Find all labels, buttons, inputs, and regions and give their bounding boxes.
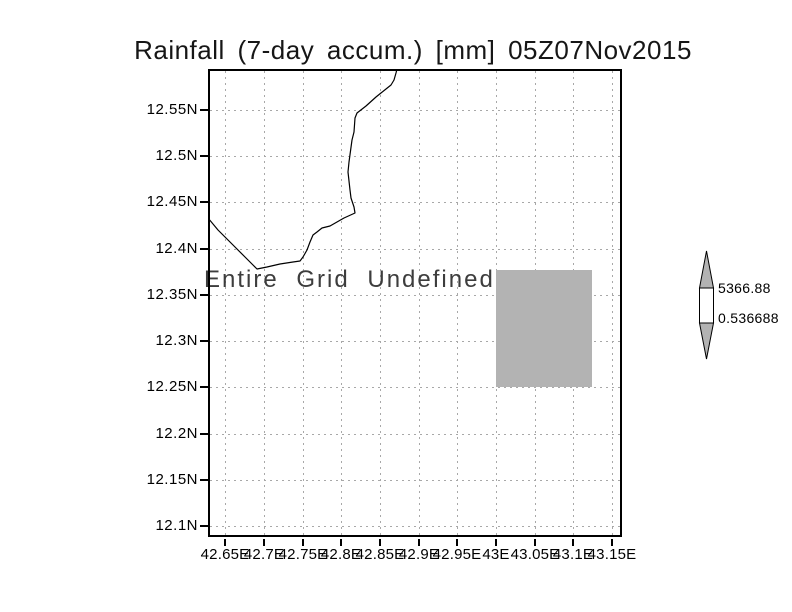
y-axis-label: 12.1N [155,517,198,534]
y-tick-mark [200,155,208,157]
gridline-horizontal [210,526,620,527]
x-tick-mark [302,539,304,546]
x-tick-mark [224,539,226,546]
y-axis-label: 12.4N [155,240,198,257]
gridline-vertical [419,71,420,535]
gridline-horizontal [210,249,620,250]
x-axis-label: 42.95E [432,546,482,563]
y-axis-label: 12.15N [146,471,198,488]
x-axis-label: 43E [482,546,510,563]
x-tick-mark [534,539,536,546]
x-axis-label: 42.85E [355,546,405,563]
x-tick-mark [263,539,265,546]
x-axis-label: 42.9E [398,546,440,563]
y-axis-label: 12.45N [146,193,198,210]
y-tick-mark [200,201,208,203]
gridline-horizontal [210,434,620,435]
colorbar-arrow-down [698,322,715,360]
y-tick-mark [200,479,208,481]
chart-title: Rainfall (7-day accum.) [mm] 05Z07Nov201… [134,35,692,65]
gridline-vertical [612,71,613,535]
x-tick-mark [379,539,381,546]
x-tick-mark [495,539,497,546]
colorbar-min-label: 0.536688 [718,310,779,326]
x-axis-label: 42.65E [200,546,250,563]
gridline-vertical [225,71,226,535]
plot-frame [208,69,622,537]
y-tick-mark [200,386,208,388]
y-tick-mark [200,340,208,342]
x-tick-mark [611,539,613,546]
x-tick-mark [456,539,458,546]
x-tick-mark [340,539,342,546]
gridline-vertical [341,71,342,535]
y-axis-label: 12.2N [155,425,198,442]
y-tick-mark [200,525,208,527]
x-axis-label: 43.15E [587,546,637,563]
x-axis-label: 42.75E [278,546,328,563]
gridline-horizontal [210,110,620,111]
y-tick-mark [200,433,208,435]
gridline-horizontal [210,387,620,388]
y-tick-mark [200,109,208,111]
colorbar [698,250,715,360]
x-axis-label: 43.1E [552,546,594,563]
gridline-vertical [380,71,381,535]
colorbar-band [699,287,714,324]
y-axis-label: 12.35N [146,286,198,303]
y-axis-label: 12.25N [146,378,198,395]
y-tick-mark [200,294,208,296]
x-axis-label: 43.05E [510,546,560,563]
y-axis-label: 12.5N [155,147,198,164]
x-axis-label: 42.8E [320,546,362,563]
gridline-horizontal [210,202,620,203]
x-tick-mark [418,539,420,546]
colorbar-max-label: 5366.88 [718,280,771,296]
y-axis-label: 12.55N [146,101,198,118]
gridline-vertical [264,71,265,535]
shaded-data-region [496,270,592,387]
x-tick-mark [572,539,574,546]
y-tick-mark [200,248,208,250]
y-axis-label: 12.3N [155,332,198,349]
undefined-grid-message: Entire Grid Undefined [204,266,495,293]
x-axis-label: 42.7E [243,546,285,563]
gridline-horizontal [210,341,620,342]
gridline-horizontal [210,295,620,296]
gridline-vertical [457,71,458,535]
gridline-horizontal [210,156,620,157]
colorbar-arrow-up [698,250,715,289]
gridline-vertical [303,71,304,535]
gridline-horizontal [210,480,620,481]
